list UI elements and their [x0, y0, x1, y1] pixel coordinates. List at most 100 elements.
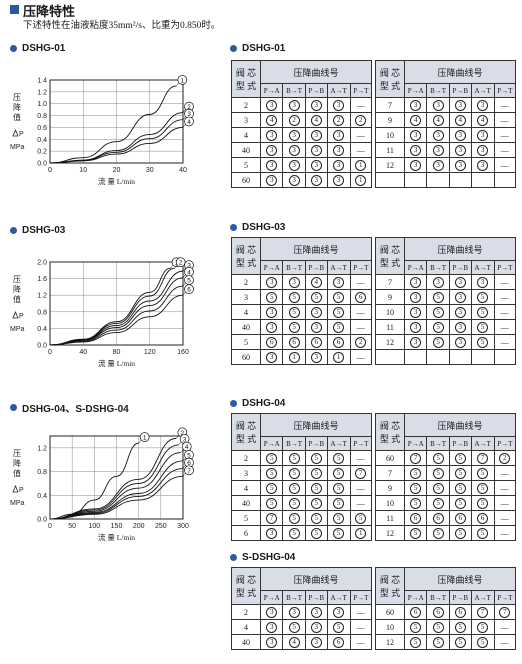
- curve-number-badge: 5: [454, 527, 466, 539]
- curve-number-cell: 5: [448, 495, 472, 511]
- curve-number-badge: 5: [432, 467, 444, 479]
- series-label: 3: [187, 111, 191, 118]
- curve-number-cell: 4: [304, 274, 328, 290]
- curve-number-cell: 3: [326, 97, 351, 113]
- curve-number-cell: 3: [304, 634, 328, 650]
- page-title: 压降特性: [23, 4, 76, 19]
- x-tick-label: 120: [144, 349, 156, 356]
- table-sdshg04: 阀 芯 型 式压降曲线号阀 芯 型 式压降曲线号 P→A B→T P→B A→T P→T P…: [231, 567, 517, 650]
- curve-number-cell: 3: [426, 127, 450, 143]
- curve-number-cell: 3: [282, 142, 306, 158]
- col-header-flow-path: A→T: [470, 436, 495, 451]
- spool-type-cell: 10: [374, 304, 405, 320]
- x-axis-label: 流 量 L/min: [98, 176, 135, 186]
- curve-number-cell: 3: [470, 127, 495, 143]
- curve-number-badge: 3: [266, 321, 278, 333]
- curve-number-badge: 5: [477, 482, 489, 494]
- curve-number-badge: 5: [432, 336, 444, 348]
- series-label: 1: [143, 435, 147, 442]
- spool-type-cell: 60: [374, 450, 405, 466]
- spool-type-cell: 60: [231, 172, 261, 188]
- y-axis-label-char: 压: [13, 449, 21, 458]
- curve-number-badge: 3: [432, 129, 444, 141]
- y-axis-label-char: 降: [13, 284, 21, 294]
- curve-number-cell: 6: [326, 634, 351, 650]
- curve-number-cell: —: [493, 525, 517, 541]
- curve-number-badge: 3: [333, 99, 345, 111]
- series-line: [49, 126, 184, 164]
- curve-number-cell: —: [349, 304, 372, 320]
- y-tick-label: 0.4: [37, 137, 47, 144]
- curve-number-cell: 1: [349, 525, 372, 541]
- curve-number-badge: 5: [410, 497, 422, 509]
- curve-number-badge: 3: [432, 276, 444, 288]
- y-tick-label: 1.2: [37, 445, 47, 452]
- curve-number-badge: 5: [410, 636, 422, 648]
- curve-number-cell: 5: [304, 450, 328, 466]
- curve-number-badge: 5: [477, 321, 489, 333]
- curve-number-cell: 3: [259, 349, 284, 365]
- curve-number-badge: 3: [310, 636, 322, 648]
- spool-type-cell: 4: [231, 619, 261, 635]
- col-header-flow-path: P→A: [259, 590, 284, 605]
- curve-number-cell: —: [493, 334, 517, 350]
- spool-type-cell: 9: [374, 289, 405, 305]
- curve-number-cell: 3: [470, 274, 495, 290]
- curve-number-cell: 3: [304, 97, 328, 113]
- col-header-flow-path: P→T: [349, 260, 372, 275]
- curve-number-cell: 5: [470, 495, 495, 511]
- curve-number-badge: 4: [454, 114, 466, 126]
- curve-number-cell: 3: [448, 127, 472, 143]
- series-label: 3: [183, 436, 187, 443]
- curve-number-badge: 3: [477, 159, 489, 171]
- curve-number-cell: 3: [326, 274, 351, 290]
- curve-number-badge: 5: [288, 512, 300, 524]
- col-header-pressure-curve: 压降曲线号: [403, 60, 517, 84]
- plot-frame: [49, 435, 184, 520]
- curve-number-badge: 6: [432, 606, 444, 618]
- curve-number-cell: 5: [304, 510, 328, 526]
- curve-number-cell: 3: [304, 304, 328, 320]
- curve-number-badge: 3: [333, 276, 345, 288]
- curve-number-badge: 5: [288, 482, 300, 494]
- curve-number-cell: —: [493, 142, 517, 158]
- spool-type-cell: 60: [231, 349, 261, 365]
- curve-number-cell: 6: [326, 334, 351, 350]
- curve-number-cell: 5: [403, 465, 428, 481]
- curve-number-badge: 3: [454, 129, 466, 141]
- curve-number-badge: 3: [266, 636, 278, 648]
- curve-number-cell: 3: [259, 97, 284, 113]
- curve-number-cell: 5: [282, 450, 306, 466]
- curve-number-cell: 6: [403, 510, 428, 526]
- series-line: [49, 85, 177, 164]
- curve-number-badge: 3: [410, 129, 422, 141]
- curve-number-badge: 3: [432, 144, 444, 156]
- y-axis-label-char: 压: [13, 275, 21, 284]
- col-header-flow-path: P→B: [304, 590, 328, 605]
- x-axis-label: 流 量 L/min: [98, 358, 135, 368]
- curve-number-badge: 5: [288, 497, 300, 509]
- curve-number-cell: 3: [282, 157, 306, 173]
- curve-number-cell: 5: [403, 525, 428, 541]
- spool-type-cell: 60: [374, 604, 405, 620]
- curve-number-cell: 5: [304, 289, 328, 305]
- col-header-flow-path: P→A: [403, 260, 428, 275]
- curve-number-badge: 3: [454, 99, 466, 111]
- curve-number-badge: 5: [432, 482, 444, 494]
- curve-number-badge: 6: [432, 512, 444, 524]
- curve-number-cell: —: [493, 289, 517, 305]
- curve-number-cell: 6: [349, 289, 372, 305]
- col-header-flow-path: P→B: [304, 436, 328, 451]
- curve-number-cell: —: [493, 480, 517, 496]
- col-header-flow-path: B→T: [426, 260, 450, 275]
- series-label: 2: [187, 104, 191, 111]
- curve-number-cell: 5: [326, 619, 351, 635]
- curve-number-cell: 5: [448, 450, 472, 466]
- spool-type-cell: 11: [374, 142, 405, 158]
- curve-number-cell: 3: [304, 619, 328, 635]
- spool-type-cell: [374, 349, 405, 365]
- curve-number-badge: 5: [477, 636, 489, 648]
- curve-number-badge: 3: [266, 306, 278, 318]
- curve-number-badge: 3: [454, 291, 466, 303]
- curve-number-badge: 5: [266, 467, 278, 479]
